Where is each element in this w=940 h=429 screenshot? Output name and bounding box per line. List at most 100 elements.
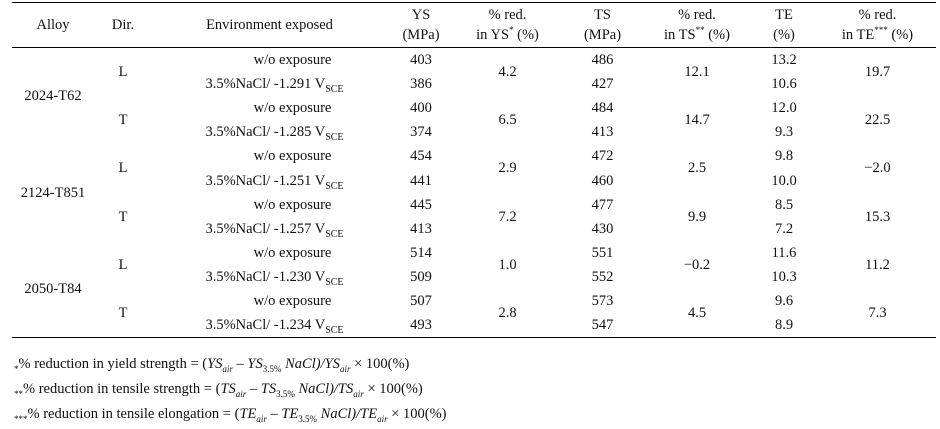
environment-cell: 3.5%NaCl/ -1.291 VSCE	[152, 72, 387, 96]
environment-label: w/o exposure	[253, 148, 332, 165]
ts-cell: 460	[591, 172, 614, 189]
environment-label: 3.5%NaCl/ -1.285 VSCE	[205, 124, 344, 144]
red-te-cell: 22.5	[864, 112, 891, 129]
environment-cell: w/o exposure	[152, 144, 387, 168]
alloy-cell: 2024-T62	[24, 88, 82, 105]
ys-cell: 441	[410, 172, 432, 189]
ys-cell: 454	[410, 148, 432, 165]
header-red-ts: % red. in TS** (%)	[664, 7, 730, 43]
alloy-cell: 2124-T851	[20, 184, 86, 201]
environment-cell: w/o exposure	[152, 48, 387, 72]
red-ys-cell: 6.5	[498, 112, 517, 129]
ys-cell: 445	[410, 196, 432, 213]
table-row: 3.5%NaCl/ -1.257 VSCE 413 430 7.2	[12, 217, 936, 241]
header-alloy: Alloy	[36, 17, 70, 33]
footnote-mark: *	[14, 363, 19, 374]
table-header: Alloy Dir. Environment exposed YS (MPa) %…	[12, 2, 936, 48]
red-ts-cell: 4.5	[687, 305, 707, 322]
te-cell: 13.2	[771, 51, 797, 68]
red-ys-cell: 4.2	[498, 63, 517, 80]
te-cell: 10.3	[771, 269, 797, 286]
red-te-cell: 7.3	[868, 305, 887, 322]
environment-cell: 3.5%NaCl/ -1.251 VSCE	[152, 168, 387, 192]
te-cell: 11.6	[771, 245, 797, 262]
dir-cell: T	[118, 112, 128, 129]
ts-cell: 477	[591, 196, 614, 213]
environment-cell: 3.5%NaCl/ -1.234 VSCE	[152, 314, 387, 338]
environment-label: 3.5%NaCl/ -1.234 VSCE	[205, 317, 344, 337]
red-ys-cell: 2.8	[498, 305, 517, 322]
dir-cell: T	[118, 305, 128, 322]
te-cell: 12.0	[771, 99, 797, 116]
footnote-mark: **	[14, 388, 23, 399]
footnote-mark: ***	[14, 413, 28, 424]
table-row: 3.5%NaCl/ -1.291 VSCE 386 427 10.6	[12, 72, 936, 96]
ts-cell: 430	[591, 220, 614, 237]
properties-table: Alloy Dir. Environment exposed YS (MPa) %…	[12, 2, 936, 338]
environment-cell: 3.5%NaCl/ -1.257 VSCE	[152, 217, 387, 241]
footnote-ys: *% reduction in yield strength = (YSair …	[14, 356, 410, 374]
te-cell: 7.2	[774, 220, 794, 237]
environment-label: w/o exposure	[253, 99, 332, 116]
te-cell: 8.5	[774, 196, 794, 213]
header-dir: Dir.	[111, 17, 135, 33]
red-ts-cell: 12.1	[684, 63, 710, 80]
ts-cell: 484	[591, 99, 614, 116]
environment-label: w/o exposure	[253, 245, 332, 262]
header-red-te: % red. in TE*** (%)	[841, 7, 914, 43]
red-te-cell: 19.7	[864, 63, 891, 80]
dir-cell: T	[118, 208, 128, 225]
environment-label: 3.5%NaCl/ -1.291 VSCE	[205, 75, 344, 95]
table-row: 3.5%NaCl/ -1.230 VSCE 509 552 10.3	[12, 265, 936, 289]
red-ys-cell: 2.9	[498, 160, 517, 177]
environment-label: 3.5%NaCl/ -1.230 VSCE	[205, 269, 344, 289]
table-row: 3.5%NaCl/ -1.285 VSCE 374 413 9.3	[12, 120, 936, 144]
environment-label: 3.5%NaCl/ -1.257 VSCE	[205, 220, 344, 240]
red-ys-cell: 7.2	[498, 208, 517, 225]
dir-cell: L	[118, 63, 128, 80]
header-env: Environment exposed	[206, 17, 333, 33]
ys-cell: 493	[410, 317, 432, 334]
te-cell: 9.6	[774, 293, 794, 310]
te-cell: 10.0	[771, 172, 797, 189]
environment-label: w/o exposure	[253, 196, 332, 213]
footnotes: *% reduction in yield strength = (YSair …	[14, 354, 447, 429]
environment-cell: w/o exposure	[152, 289, 387, 313]
alloy-cell: 2050-T84	[24, 281, 82, 298]
red-ts-cell: 14.7	[684, 112, 710, 129]
environment-label: 3.5%NaCl/ -1.251 VSCE	[205, 172, 344, 192]
environment-cell: w/o exposure	[152, 96, 387, 120]
header-red-ys: % red. in YS* (%)	[476, 7, 539, 43]
environment-cell: w/o exposure	[152, 241, 387, 265]
ys-cell: 400	[410, 99, 432, 116]
environment-cell: w/o exposure	[152, 193, 387, 217]
table-row: 3.5%NaCl/ -1.251 VSCE 441 460 10.0	[12, 168, 936, 192]
header-ts: TS (MPa)	[583, 7, 622, 43]
environment-label: w/o exposure	[253, 293, 332, 310]
red-ts-cell: −0.2	[683, 257, 711, 274]
ys-cell: 374	[410, 124, 432, 141]
environment-cell: 3.5%NaCl/ -1.285 VSCE	[152, 120, 387, 144]
footnote-ts: **% reduction in tensile strength = (TSa…	[14, 380, 423, 399]
red-ts-cell: 9.9	[687, 208, 707, 225]
table-row: 3.5%NaCl/ -1.234 VSCE 493 547 8.9	[12, 314, 936, 338]
header-ys: YS (MPa)	[402, 7, 440, 43]
red-te-cell: 11.2	[865, 257, 890, 274]
dir-cell: L	[118, 257, 128, 274]
red-ys-cell: 1.0	[498, 257, 517, 274]
ts-cell: 547	[591, 317, 614, 334]
te-cell: 8.9	[774, 317, 794, 334]
dir-cell: L	[118, 160, 128, 177]
ys-cell: 509	[410, 269, 432, 286]
ys-cell: 514	[410, 245, 432, 262]
red-te-cell: 15.3	[864, 208, 891, 225]
ys-cell: 403	[410, 51, 432, 68]
ts-cell: 573	[591, 293, 614, 310]
ys-cell: 507	[410, 293, 432, 310]
